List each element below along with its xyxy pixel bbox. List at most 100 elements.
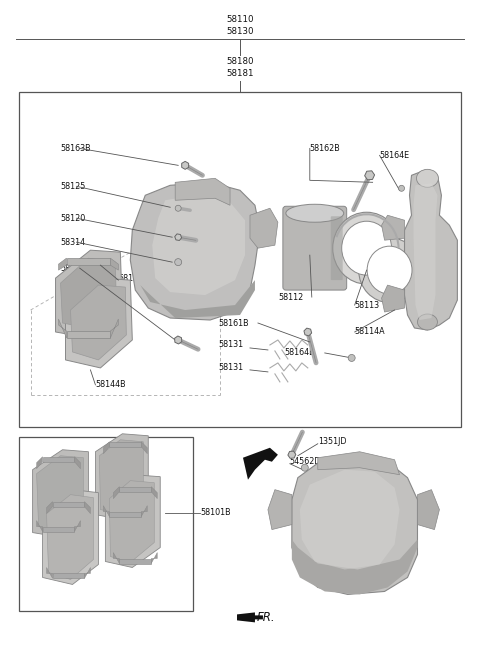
Bar [120, 558, 151, 564]
Ellipse shape [398, 185, 405, 192]
Polygon shape [405, 171, 457, 330]
Text: 58162B: 58162B [310, 144, 340, 153]
Polygon shape [151, 487, 157, 499]
Polygon shape [140, 280, 255, 318]
Ellipse shape [301, 464, 308, 471]
Ellipse shape [286, 204, 344, 222]
Polygon shape [250, 208, 278, 248]
Ellipse shape [367, 246, 412, 294]
Polygon shape [59, 319, 67, 338]
Text: 58125: 58125 [60, 182, 86, 191]
Text: 58101B: 58101B [200, 508, 231, 517]
Bar [43, 527, 74, 531]
Text: 58131: 58131 [218, 340, 243, 350]
Polygon shape [47, 502, 52, 514]
Polygon shape [237, 613, 263, 623]
Polygon shape [268, 489, 292, 529]
Polygon shape [365, 171, 374, 180]
Polygon shape [60, 258, 116, 328]
Bar [109, 512, 141, 516]
Polygon shape [84, 567, 90, 579]
Ellipse shape [418, 314, 437, 330]
Polygon shape [141, 441, 147, 454]
Polygon shape [36, 456, 84, 531]
Polygon shape [304, 328, 312, 336]
Ellipse shape [175, 205, 181, 211]
Polygon shape [292, 539, 418, 594]
Bar [52, 573, 84, 579]
Polygon shape [36, 521, 43, 531]
Text: 58131: 58131 [218, 363, 243, 373]
Polygon shape [318, 452, 399, 475]
Bar [19, 92, 461, 427]
Polygon shape [47, 495, 94, 579]
Polygon shape [382, 285, 405, 312]
Ellipse shape [333, 213, 400, 284]
Polygon shape [110, 258, 119, 270]
Text: 58164E: 58164E [285, 348, 315, 358]
FancyBboxPatch shape [283, 206, 347, 290]
Text: 58130: 58130 [226, 27, 254, 35]
Text: 58161B: 58161B [218, 319, 249, 327]
Polygon shape [243, 448, 278, 480]
Polygon shape [74, 457, 81, 468]
Polygon shape [74, 521, 81, 531]
Text: 58113: 58113 [355, 300, 380, 310]
Bar [67, 258, 110, 265]
Polygon shape [152, 194, 245, 295]
Text: 58144B: 58144B [119, 274, 149, 283]
Polygon shape [113, 487, 120, 499]
Text: 58314: 58314 [60, 237, 85, 247]
Polygon shape [151, 552, 157, 564]
Polygon shape [292, 458, 418, 594]
Polygon shape [106, 475, 160, 567]
Text: 58114A: 58114A [355, 327, 385, 337]
Ellipse shape [417, 169, 438, 188]
Text: 58120: 58120 [60, 214, 86, 223]
Polygon shape [141, 506, 147, 516]
Ellipse shape [359, 237, 420, 302]
Polygon shape [96, 434, 148, 520]
Ellipse shape [175, 258, 181, 266]
Polygon shape [130, 182, 260, 320]
Polygon shape [182, 161, 189, 169]
Bar [52, 502, 84, 506]
Polygon shape [175, 336, 182, 344]
Text: 58144B: 58144B [96, 380, 126, 390]
Polygon shape [175, 178, 230, 205]
FancyBboxPatch shape [331, 216, 343, 280]
Bar [19, 437, 193, 611]
Polygon shape [413, 183, 437, 320]
Text: 58164E: 58164E [380, 151, 410, 160]
Text: 58181: 58181 [226, 68, 254, 77]
Polygon shape [300, 470, 399, 569]
Text: 54562D: 54562D [290, 457, 321, 466]
Polygon shape [36, 457, 43, 468]
Polygon shape [175, 234, 181, 241]
Polygon shape [99, 440, 144, 514]
Ellipse shape [348, 354, 355, 361]
Polygon shape [103, 506, 109, 516]
Text: 1351JD: 1351JD [318, 438, 346, 446]
Polygon shape [288, 451, 296, 459]
Polygon shape [110, 319, 119, 338]
Polygon shape [59, 258, 67, 270]
Bar [43, 457, 74, 462]
Bar [109, 441, 141, 447]
Polygon shape [71, 285, 126, 360]
Text: FR.: FR. [257, 611, 276, 624]
Polygon shape [418, 489, 439, 529]
Polygon shape [84, 502, 90, 514]
Bar [120, 487, 151, 491]
Bar [67, 331, 110, 338]
Text: 58112: 58112 [278, 293, 303, 302]
Ellipse shape [342, 221, 392, 275]
Polygon shape [109, 481, 154, 562]
Polygon shape [56, 250, 122, 338]
Polygon shape [382, 215, 405, 240]
Polygon shape [43, 489, 98, 584]
Polygon shape [103, 441, 109, 454]
Text: 58163B: 58163B [60, 144, 91, 153]
Text: 58110: 58110 [226, 14, 254, 24]
Polygon shape [65, 278, 132, 368]
